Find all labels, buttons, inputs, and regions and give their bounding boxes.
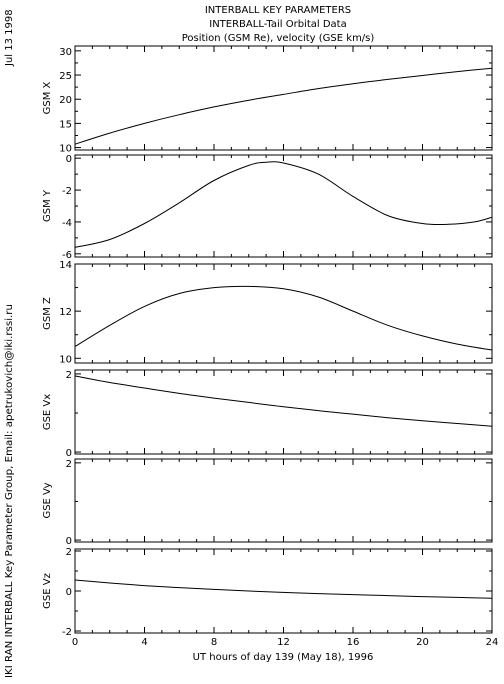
panel-4: 0 2 GSE Vy bbox=[42, 458, 493, 547]
y-tick-label: 2 bbox=[66, 370, 72, 381]
panel-frame bbox=[74, 458, 493, 543]
y-axis-label: GSM X bbox=[42, 81, 53, 114]
y-tick-label: 2 bbox=[66, 459, 72, 470]
y-tick-label: 12 bbox=[59, 307, 72, 318]
y-tick-label: -2 bbox=[62, 186, 72, 197]
x-tick-label: 8 bbox=[211, 637, 217, 648]
x-tick-label: 16 bbox=[347, 637, 360, 648]
x-tick-label: 20 bbox=[416, 637, 429, 648]
x-tick-label: 24 bbox=[486, 637, 499, 648]
y-axis-label: GSE Vy bbox=[42, 482, 53, 518]
panel-frame bbox=[74, 263, 493, 364]
y-tick-label: -2 bbox=[62, 627, 72, 638]
y-tick-label: 15 bbox=[59, 119, 72, 130]
panel-frame bbox=[74, 45, 493, 151]
panel-0: 10 15 20 25 30 GSM X bbox=[42, 45, 493, 155]
y-tick-label: 2 bbox=[66, 547, 72, 558]
panel-5: -2 0 2 GSE Vz bbox=[42, 547, 493, 638]
series-line bbox=[74, 67, 493, 145]
header-title: INTERBALL KEY PARAMETERS bbox=[205, 5, 351, 16]
y-tick-label: 0 bbox=[66, 587, 72, 598]
y-axis-label: GSE Vx bbox=[42, 394, 53, 430]
panel-frame bbox=[74, 548, 493, 634]
panel-2: 10 12 14 GSM Z bbox=[42, 260, 493, 365]
series-line bbox=[74, 579, 493, 599]
panel-frame bbox=[74, 154, 493, 258]
header-description: Position (GSM Re), velocity (GSE km/s) bbox=[182, 33, 375, 44]
x-axis-label: UT hours of day 139 (May 18), 1996 bbox=[193, 652, 374, 663]
panel-frame bbox=[74, 369, 493, 455]
y-tick-label: 0 bbox=[66, 448, 72, 459]
series-line bbox=[74, 285, 493, 351]
series-line bbox=[74, 161, 493, 248]
y-axis-label: GSM Z bbox=[42, 297, 53, 330]
y-axis-label: GSM Y bbox=[42, 189, 53, 222]
y-tick-label: 0 bbox=[66, 536, 72, 547]
x-tick-label: 12 bbox=[277, 637, 290, 648]
panel-3: 0 2 GSE Vx bbox=[42, 369, 493, 459]
y-tick-label: 20 bbox=[59, 95, 72, 106]
y-tick-label: 14 bbox=[59, 260, 72, 271]
y-axis-label: GSE Vz bbox=[42, 573, 53, 609]
panel-1: -6 -4 -2 0 GSM Y bbox=[42, 154, 493, 261]
x-tick-label: 0 bbox=[72, 637, 78, 648]
y-tick-label: -6 bbox=[62, 250, 72, 261]
y-tick-label: 10 bbox=[59, 354, 72, 365]
y-tick-label: 30 bbox=[59, 47, 72, 58]
x-tick-label: 4 bbox=[141, 637, 147, 648]
side-date: Jul 13 1998 bbox=[4, 9, 15, 67]
y-tick-label: 10 bbox=[59, 144, 72, 155]
side-credit: IKI RAN INTERBALL Key Parameter Group, E… bbox=[4, 304, 15, 678]
series-line bbox=[74, 375, 493, 427]
y-tick-label: 0 bbox=[66, 154, 72, 165]
y-tick-label: 25 bbox=[59, 71, 72, 82]
header-subtitle: INTERBALL-Tail Orbital Data bbox=[209, 19, 346, 30]
y-tick-label: -4 bbox=[62, 218, 72, 229]
